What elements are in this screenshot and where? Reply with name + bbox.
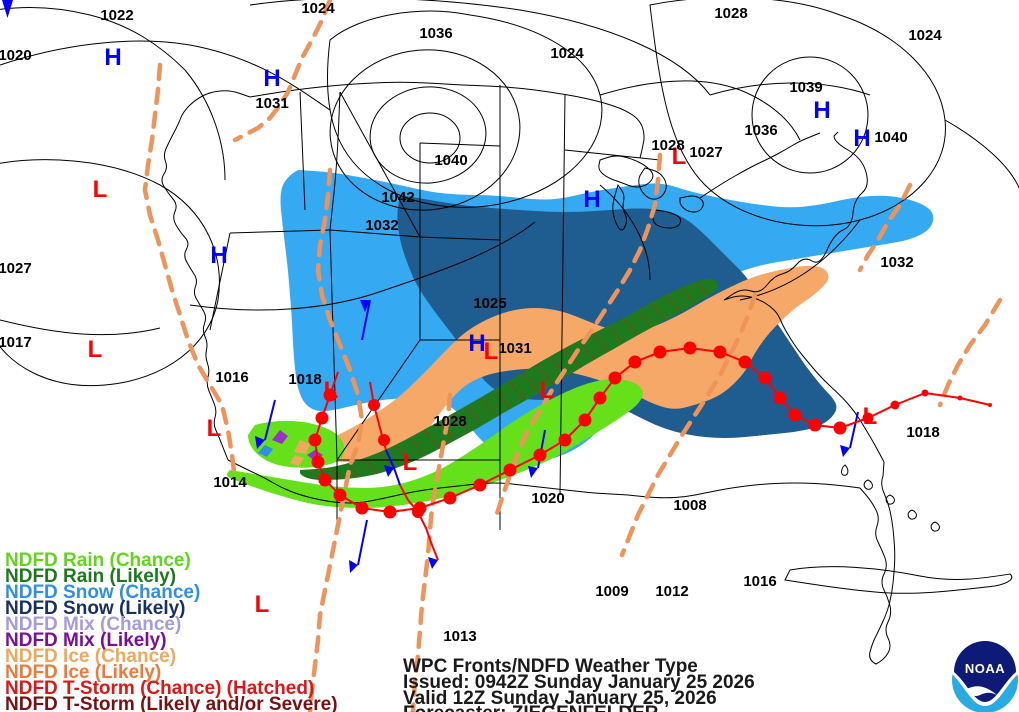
svg-text:H: H xyxy=(583,186,600,213)
svg-text:Forecaster: ZIEGENFELDER: Forecaster: ZIEGENFELDER xyxy=(403,703,659,712)
svg-text:H: H xyxy=(263,65,280,92)
svg-text:1028: 1028 xyxy=(714,5,747,22)
svg-text:1024: 1024 xyxy=(550,45,584,62)
svg-text:L: L xyxy=(207,415,222,442)
svg-text:1027: 1027 xyxy=(689,144,722,161)
svg-text:L: L xyxy=(863,403,878,430)
svg-text:1017: 1017 xyxy=(0,334,32,351)
svg-text:1036: 1036 xyxy=(744,122,777,139)
svg-text:1008: 1008 xyxy=(673,497,706,514)
svg-text:H: H xyxy=(853,125,870,152)
svg-text:1009: 1009 xyxy=(595,583,628,600)
svg-text:L: L xyxy=(93,176,108,203)
svg-text:1040: 1040 xyxy=(434,152,467,169)
svg-text:L: L xyxy=(484,338,499,365)
svg-text:H: H xyxy=(104,44,121,71)
svg-text:1012: 1012 xyxy=(655,583,688,600)
svg-text:1040: 1040 xyxy=(874,129,907,146)
svg-text:L: L xyxy=(255,591,270,618)
svg-text:1018: 1018 xyxy=(906,424,939,441)
svg-text:1018: 1018 xyxy=(288,371,321,388)
svg-text:1042: 1042 xyxy=(381,189,414,206)
svg-text:1016: 1016 xyxy=(215,369,248,386)
svg-text:1014: 1014 xyxy=(213,474,247,491)
svg-text:H: H xyxy=(813,97,830,124)
svg-text:L: L xyxy=(324,377,339,404)
svg-text:L: L xyxy=(540,377,555,404)
svg-text:1039: 1039 xyxy=(789,79,822,96)
svg-text:1025: 1025 xyxy=(473,295,506,312)
svg-text:L: L xyxy=(403,449,418,476)
svg-text:1031: 1031 xyxy=(498,340,531,357)
svg-text:1013: 1013 xyxy=(443,628,476,645)
svg-text:1031: 1031 xyxy=(255,95,288,112)
svg-text:1024: 1024 xyxy=(908,27,942,44)
svg-text:1027: 1027 xyxy=(0,260,32,277)
svg-text:1022: 1022 xyxy=(100,7,133,24)
svg-text:NOAA: NOAA xyxy=(965,661,1005,676)
svg-text:1032: 1032 xyxy=(365,217,398,234)
svg-text:1028: 1028 xyxy=(433,413,466,430)
svg-text:1032: 1032 xyxy=(880,254,913,271)
svg-text:1020: 1020 xyxy=(531,490,564,507)
svg-text:1016: 1016 xyxy=(743,573,776,590)
svg-text:1028: 1028 xyxy=(651,137,684,154)
svg-text:NDFD T-Storm (Likely and/or Se: NDFD T-Storm (Likely and/or Severe) xyxy=(5,694,338,712)
svg-text:1020: 1020 xyxy=(0,47,32,64)
svg-text:1036: 1036 xyxy=(419,25,452,42)
svg-text:H: H xyxy=(210,242,227,269)
svg-text:1024: 1024 xyxy=(301,0,335,17)
svg-text:L: L xyxy=(88,336,103,363)
